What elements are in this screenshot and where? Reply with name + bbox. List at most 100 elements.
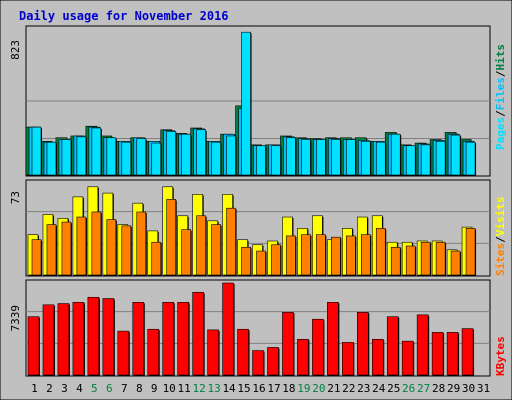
side-label-group-0: Pages/Files/Hits bbox=[494, 44, 507, 150]
bar-sites-day-3 bbox=[61, 221, 72, 276]
x-tick-day-3: 3 bbox=[61, 382, 68, 395]
bar-kbytes-day-30 bbox=[461, 328, 474, 376]
chart-title: Daily usage for November 2016 bbox=[19, 9, 229, 23]
bar-sites-day-7 bbox=[121, 225, 132, 276]
x-tick-day-10: 10 bbox=[163, 382, 176, 395]
bar-sites-day-30 bbox=[465, 228, 476, 276]
side-label-part: Pages bbox=[494, 117, 507, 150]
bar-pages-day-11 bbox=[181, 133, 191, 176]
x-tick-day-16: 16 bbox=[252, 382, 265, 395]
bar-pages-day-30 bbox=[465, 141, 476, 176]
bar-pages-day-7 bbox=[121, 141, 132, 176]
bar-kbytes-day-3 bbox=[57, 303, 70, 376]
x-tick-day-29: 29 bbox=[447, 382, 460, 395]
x-tick-day-23: 23 bbox=[357, 382, 370, 395]
bar-pages-day-27 bbox=[420, 144, 431, 176]
x-tick-day-30: 30 bbox=[462, 382, 475, 395]
x-tick-day-4: 4 bbox=[76, 382, 83, 395]
bar-pages-day-24 bbox=[375, 141, 386, 176]
x-tick-day-25: 25 bbox=[387, 382, 400, 395]
bar-kbytes-day-2 bbox=[42, 304, 55, 376]
bar-sites-day-8 bbox=[136, 211, 147, 276]
bar-pages-day-20 bbox=[316, 139, 326, 176]
x-tick-day-6: 6 bbox=[106, 382, 113, 395]
x-tick-day-22: 22 bbox=[342, 382, 355, 395]
bar-sites-day-6 bbox=[106, 219, 117, 276]
bar-sites-day-12 bbox=[196, 215, 206, 276]
x-tick-day-21: 21 bbox=[327, 382, 340, 395]
bar-kbytes-day-18 bbox=[282, 312, 294, 376]
bar-kbytes-day-5 bbox=[87, 296, 100, 376]
x-tick-day-20: 20 bbox=[312, 382, 325, 395]
bar-pages-day-23 bbox=[360, 140, 371, 176]
bar-kbytes-day-19 bbox=[297, 338, 309, 376]
bar-sites-day-21 bbox=[331, 236, 341, 276]
x-tick-day-24: 24 bbox=[372, 382, 386, 395]
bar-sites-day-19 bbox=[301, 234, 311, 276]
bar-pages-day-26 bbox=[405, 145, 416, 176]
x-tick-day-9: 9 bbox=[151, 382, 158, 395]
bar-sites-day-23 bbox=[360, 234, 371, 276]
bar-pages-day-8 bbox=[136, 138, 147, 176]
bar-pages-day-21 bbox=[331, 139, 341, 176]
bar-kbytes-day-13 bbox=[207, 329, 219, 376]
bar-kbytes-day-25 bbox=[386, 316, 399, 376]
bar-kbytes-day-29 bbox=[446, 332, 459, 376]
bar-pages-day-16 bbox=[256, 145, 266, 176]
bar-sites-day-1 bbox=[31, 239, 42, 276]
x-tick-day-11: 11 bbox=[178, 382, 191, 395]
bar-kbytes-day-28 bbox=[431, 332, 444, 376]
bar-sites-day-9 bbox=[151, 241, 162, 276]
bar-pages-day-13 bbox=[211, 141, 221, 176]
side-label-group-1: Sites/Visits bbox=[494, 197, 507, 277]
x-tick-day-12: 12 bbox=[193, 382, 206, 395]
side-label-part: Sites bbox=[494, 243, 507, 276]
y-max-label: 73 bbox=[9, 191, 22, 204]
bar-kbytes-day-1 bbox=[27, 316, 40, 376]
bar-pages-day-5 bbox=[91, 127, 102, 176]
bar-kbytes-day-4 bbox=[72, 301, 85, 376]
bar-sites-day-5 bbox=[91, 211, 102, 276]
bar-kbytes-day-23 bbox=[356, 312, 369, 376]
bar-sites-day-24 bbox=[375, 228, 386, 276]
x-tick-day-26: 26 bbox=[402, 382, 415, 395]
x-tick-day-13: 13 bbox=[207, 382, 220, 395]
x-tick-day-18: 18 bbox=[282, 382, 295, 395]
bar-sites-day-13 bbox=[211, 224, 221, 276]
side-label-part: Visits bbox=[494, 197, 507, 237]
side-label-part: / bbox=[494, 110, 507, 117]
side-label-part: Hits bbox=[494, 44, 507, 71]
x-tick-day-1: 1 bbox=[31, 382, 38, 395]
side-label-part: / bbox=[494, 236, 507, 243]
bar-sites-day-2 bbox=[46, 224, 57, 276]
bar-pages-day-22 bbox=[346, 139, 356, 176]
x-axis-day-labels: 1 2 3 4 5 6 7 8 9 10 11 12 13 14 15 16 17 18 19 20 21 22 23 24 2… bbox=[31, 382, 490, 395]
bar-sites-day-4 bbox=[76, 216, 87, 276]
bar-kbytes-day-17 bbox=[267, 347, 279, 376]
x-tick-day-8: 8 bbox=[136, 382, 143, 395]
bar-pages-day-4 bbox=[76, 136, 87, 176]
bar-sites-day-15 bbox=[241, 246, 251, 276]
bar-kbytes-day-22 bbox=[342, 342, 354, 376]
side-label-part: KBytes bbox=[494, 336, 507, 376]
bar-pages-day-29 bbox=[450, 134, 461, 176]
bar-kbytes-day-27 bbox=[416, 314, 429, 376]
bar-sites-day-11 bbox=[181, 229, 191, 276]
bar-sites-day-25 bbox=[390, 246, 401, 276]
bar-kbytes-day-15 bbox=[237, 328, 249, 376]
bar-kbytes-day-14 bbox=[222, 282, 234, 376]
bar-pages-day-12 bbox=[196, 129, 206, 176]
bar-kbytes-day-9 bbox=[147, 328, 160, 376]
bar-pages-day-6 bbox=[106, 137, 117, 176]
bar-sites-day-29 bbox=[450, 250, 461, 276]
bar-pages-day-10 bbox=[166, 131, 177, 176]
bar-sites-day-18 bbox=[286, 235, 296, 276]
bar-kbytes-day-16 bbox=[252, 350, 264, 376]
x-tick-day-27: 27 bbox=[417, 382, 430, 395]
x-tick-day-17: 17 bbox=[267, 382, 280, 395]
bar-sites-day-22 bbox=[346, 235, 356, 276]
bar-kbytes-day-8 bbox=[132, 301, 145, 376]
bar-sites-day-27 bbox=[420, 241, 431, 276]
